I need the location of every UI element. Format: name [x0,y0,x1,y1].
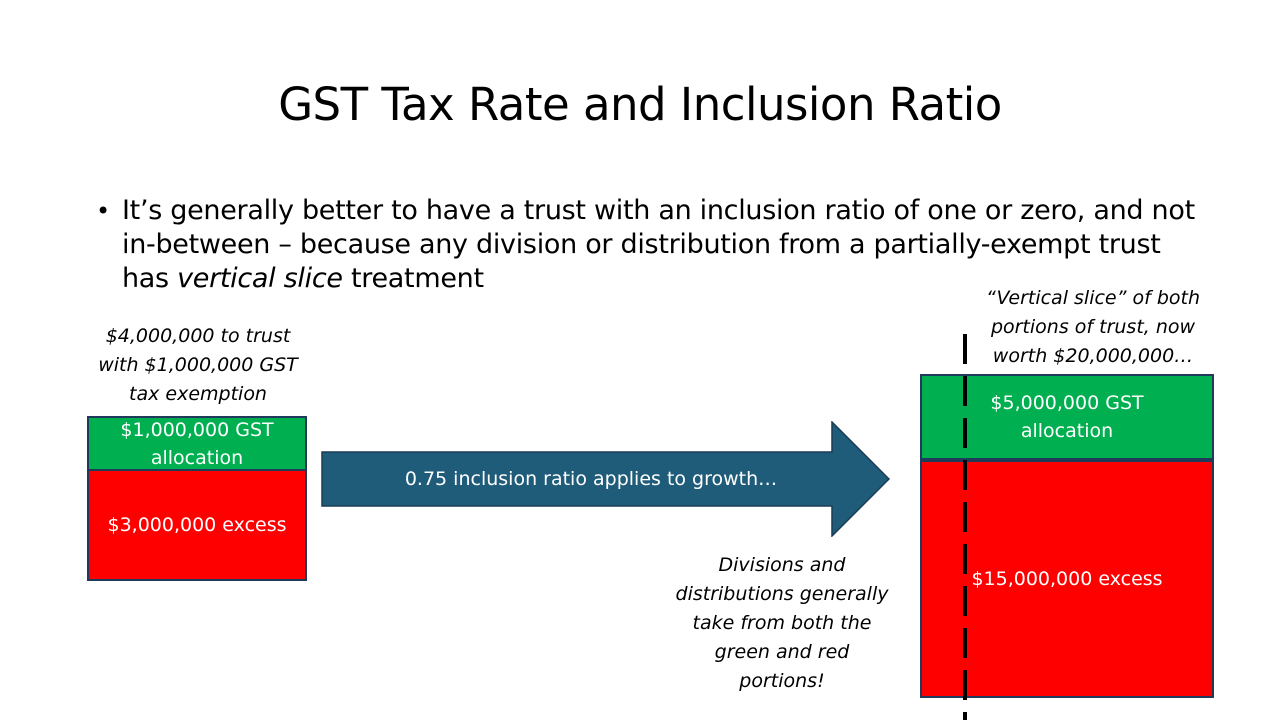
arrow-label: 0.75 inclusion ratio applies to growth… [404,468,778,490]
vertical-slice-line [963,334,967,720]
caption-line: portions of trust, now [990,316,1196,338]
box-line: allocation [150,446,244,469]
note-line: green and red [714,641,850,663]
bullet-emphasis: vertical slice [177,263,343,294]
left-gst-allocation-box: $1,000,000 GST allocation [87,416,307,471]
caption-line: tax exemption [129,383,267,405]
box-line: $5,000,000 GST [990,392,1144,414]
bullet-text-end: treatment [342,263,484,294]
caption-line: $4,000,000 to trust [105,325,291,347]
note-line: take from both the [692,612,872,634]
left-excess-box: $3,000,000 excess [87,469,307,581]
bullet-text: It’s generally better to have a trust wi… [122,194,1206,296]
right-gst-allocation-box: $5,000,000 GST allocation [920,374,1214,460]
bullet-point: • It’s generally better to have a trust … [96,194,1206,296]
note-line: distributions generally [675,583,889,605]
note-line: portions! [739,670,825,692]
right-trust-caption: “Vertical slice” of both portions of tru… [968,284,1218,371]
left-trust-caption: $4,000,000 to trust with $1,000,000 GST … [76,322,320,409]
box-line: $1,000,000 GST [120,418,274,441]
note-line: Divisions and [718,554,846,576]
box-label: $3,000,000 excess [107,514,287,536]
distribution-note: Divisions and distributions generally ta… [660,551,904,696]
caption-line: with $1,000,000 GST [98,354,298,376]
right-excess-box: $15,000,000 excess [920,460,1214,698]
caption-line: worth $20,000,000… [992,345,1194,367]
slide-title: GST Tax Rate and Inclusion Ratio [278,78,1002,131]
bullet-text-start: It’s generally better to have a trust wi… [122,195,1195,294]
arrow-shape [321,421,891,537]
bullet-marker: • [96,197,110,225]
box-label: $15,000,000 excess [971,568,1163,590]
caption-line: “Vertical slice” of both [985,287,1201,309]
box-line: allocation [1020,420,1114,442]
growth-arrow [321,421,891,537]
